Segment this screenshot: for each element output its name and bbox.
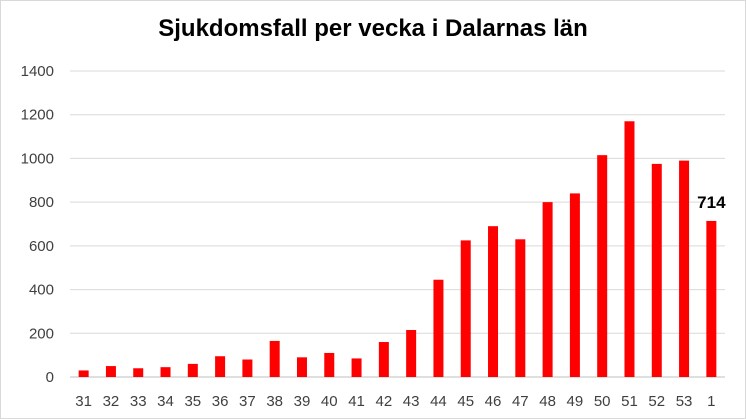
x-tick-label: 44 bbox=[430, 393, 447, 410]
x-tick-label: 48 bbox=[539, 393, 556, 410]
y-tick-label: 400 bbox=[29, 282, 54, 299]
bar bbox=[324, 352, 335, 377]
annotations: 714 bbox=[697, 193, 726, 212]
bar bbox=[515, 239, 526, 377]
bar bbox=[406, 330, 417, 377]
gridlines bbox=[70, 70, 725, 378]
x-tick-label: 37 bbox=[239, 393, 256, 410]
bar bbox=[651, 163, 662, 377]
bar bbox=[105, 366, 116, 377]
x-tick-label: 51 bbox=[621, 393, 638, 410]
bar bbox=[215, 356, 226, 377]
bar bbox=[296, 357, 307, 377]
y-tick-label: 0 bbox=[46, 369, 54, 386]
y-tick-label: 600 bbox=[29, 238, 54, 255]
x-tick-label: 45 bbox=[457, 393, 474, 410]
bar bbox=[597, 155, 608, 377]
x-tick-label: 43 bbox=[403, 393, 420, 410]
y-tick-label: 1200 bbox=[21, 107, 54, 124]
x-tick-label: 35 bbox=[184, 393, 201, 410]
x-tick-label: 46 bbox=[485, 393, 502, 410]
x-tick-label: 47 bbox=[512, 393, 529, 410]
x-tick-label: 40 bbox=[321, 393, 338, 410]
bar bbox=[242, 359, 253, 377]
x-tick-label: 49 bbox=[567, 393, 584, 410]
bars bbox=[78, 121, 717, 378]
bar bbox=[78, 370, 89, 377]
y-tick-label: 1000 bbox=[21, 150, 54, 167]
data-label: 714 bbox=[697, 193, 726, 212]
bar bbox=[569, 193, 580, 377]
y-axis: 0 200 400 600 800 1000 1200 1400 bbox=[21, 63, 54, 386]
y-tick-label: 1400 bbox=[21, 63, 54, 80]
bar bbox=[488, 226, 499, 377]
x-tick-label: 36 bbox=[212, 393, 229, 410]
bar bbox=[460, 240, 471, 377]
x-tick-label: 32 bbox=[103, 393, 120, 410]
bar bbox=[187, 363, 198, 377]
x-tick-label: 42 bbox=[376, 393, 393, 410]
x-tick-label: 39 bbox=[294, 393, 311, 410]
bar bbox=[160, 367, 171, 377]
x-tick-label: 31 bbox=[75, 393, 92, 410]
x-tick-label: 52 bbox=[648, 393, 665, 410]
x-tick-label: 50 bbox=[594, 393, 611, 410]
bar bbox=[706, 220, 717, 377]
x-tick-label: 38 bbox=[266, 393, 283, 410]
chart-title: Sjukdomsfall per vecka i Dalarnas län bbox=[158, 15, 588, 42]
x-axis: 31 32 33 34 35 36 37 38 39 40 41 42 43 44 45 46 47 48 49 50… bbox=[75, 393, 715, 410]
bar bbox=[433, 279, 444, 377]
bar bbox=[679, 160, 690, 377]
x-tick-label: 41 bbox=[348, 393, 365, 410]
y-tick-label: 800 bbox=[29, 194, 54, 211]
x-tick-label: 34 bbox=[157, 393, 174, 410]
y-tick-label: 200 bbox=[29, 325, 54, 342]
x-tick-label: 33 bbox=[130, 393, 147, 410]
bar bbox=[542, 202, 553, 377]
x-tick-label: 1 bbox=[707, 393, 715, 410]
bar bbox=[133, 368, 144, 377]
x-tick-label: 53 bbox=[676, 393, 693, 410]
bar bbox=[351, 358, 362, 377]
bar bbox=[378, 342, 389, 377]
bar bbox=[269, 340, 280, 377]
bar bbox=[624, 121, 635, 378]
